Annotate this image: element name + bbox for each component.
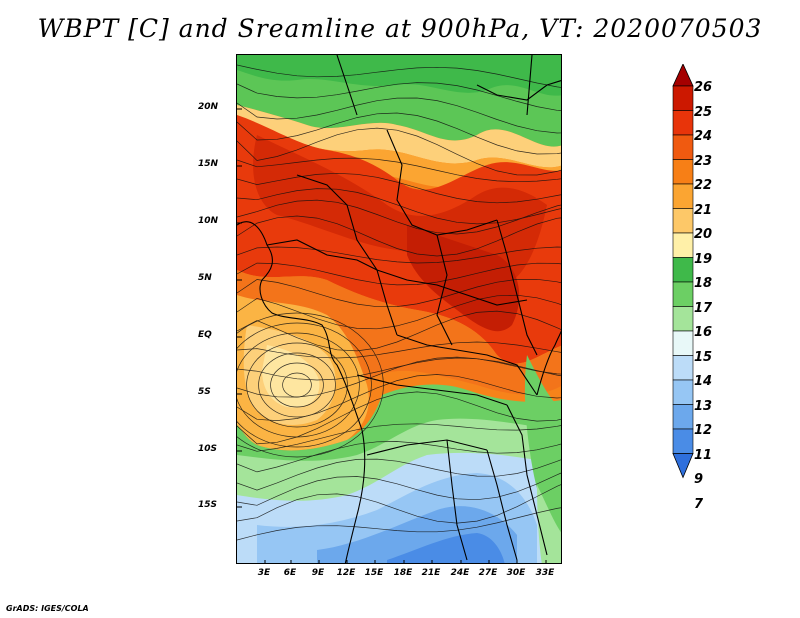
colorbar-label: 16	[694, 325, 713, 340]
colorbar-segment	[672, 281, 694, 307]
chart-title: WBPT [C] and Sreamline at 900hPa, VT: 20…	[37, 14, 763, 43]
colorbar-label: 25	[694, 104, 713, 120]
map-panel	[236, 54, 562, 564]
colorbar	[672, 64, 694, 479]
colorbar-label: 21	[694, 202, 713, 218]
lon-label: 30E	[506, 568, 526, 578]
credit-text: GrADS: IGES/COLA	[6, 604, 89, 613]
colorbar-label: 14	[694, 374, 713, 389]
colorbar-segment	[672, 379, 694, 405]
lon-label: 18E	[393, 568, 413, 578]
colorbar-label: 18	[694, 276, 713, 291]
colorbar-segment	[672, 306, 694, 332]
lon-label: 3E	[257, 568, 271, 578]
colorbar-label: 12	[694, 423, 713, 438]
lon-label: 24E	[450, 568, 470, 578]
colorbar-top-arrow	[672, 64, 694, 87]
colorbar-label: 22	[694, 178, 713, 193]
colorbar-segment	[672, 330, 694, 356]
colorbar-segment	[672, 134, 694, 160]
colorbar-label: 26	[694, 80, 713, 95]
colorbar-segment	[672, 183, 694, 209]
colorbar-label: 7	[694, 496, 704, 512]
colorbar-label: 23	[694, 153, 713, 169]
colorbar-bottom-arrow	[672, 453, 694, 479]
lat-label: 20N	[198, 102, 219, 112]
colorbar-label: 24	[694, 129, 713, 144]
lat-label: 10S	[198, 444, 218, 454]
lat-label: 15N	[198, 159, 219, 169]
lon-label: 33E	[535, 568, 555, 578]
lon-label: 21E	[421, 568, 441, 578]
lon-label: 9E	[311, 568, 325, 578]
colorbar-label: 17	[694, 300, 713, 316]
colorbar-segment	[672, 232, 694, 258]
colorbar-label: 11	[694, 447, 713, 463]
lon-label: 6E	[283, 568, 297, 578]
colorbar-label: 19	[694, 251, 713, 267]
lat-label: 5N	[198, 273, 212, 283]
colorbar-segment	[672, 110, 694, 136]
lon-label: 12E	[336, 568, 356, 578]
colorbar-label: 20	[694, 227, 713, 242]
colorbar-label: 9	[694, 472, 704, 487]
colorbar-segment	[672, 257, 694, 283]
colorbar-label: 13	[694, 398, 713, 414]
lat-label: 15S	[198, 500, 218, 510]
lon-label: 15E	[364, 568, 384, 578]
colorbar-segment	[672, 159, 694, 185]
colorbar-segment	[672, 428, 694, 454]
lat-label: 10N	[198, 216, 219, 226]
lon-label: 27E	[478, 568, 498, 578]
lat-label: EQ	[198, 330, 212, 340]
colorbar-label: 15	[694, 349, 713, 365]
colorbar-segment	[672, 208, 694, 234]
colorbar-segment	[672, 404, 694, 430]
colorbar-segment	[672, 85, 694, 111]
lat-label: 5S	[198, 387, 211, 397]
colorbar-segment	[672, 355, 694, 381]
wbpt-map	[237, 55, 561, 563]
